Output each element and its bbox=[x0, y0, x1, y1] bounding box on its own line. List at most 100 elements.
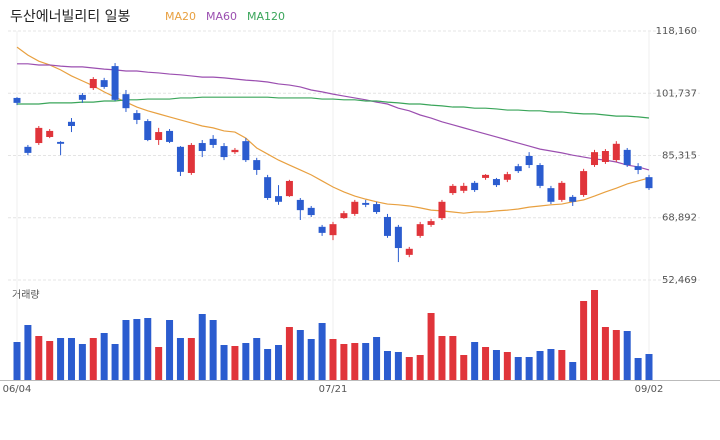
volume-bar bbox=[373, 337, 381, 380]
candle-body bbox=[24, 146, 32, 153]
volume-bar bbox=[198, 314, 206, 380]
volume-bar bbox=[78, 344, 86, 380]
volume-bar bbox=[471, 342, 479, 380]
candle-body bbox=[569, 196, 577, 202]
candle-body bbox=[373, 204, 381, 213]
candle-body bbox=[220, 146, 228, 158]
candle-body bbox=[536, 165, 544, 186]
candle-body bbox=[35, 127, 43, 144]
candle-body bbox=[645, 177, 653, 189]
volume-bar bbox=[405, 357, 413, 380]
candle-body bbox=[547, 188, 555, 202]
candle-body bbox=[275, 196, 283, 202]
legend-label: MA20 bbox=[165, 10, 196, 23]
candle-body bbox=[166, 130, 174, 142]
candle-body bbox=[318, 226, 326, 233]
candle-body bbox=[122, 94, 130, 109]
volume-bar bbox=[438, 336, 446, 380]
volume-bar bbox=[460, 355, 468, 380]
candle-body bbox=[155, 132, 163, 141]
y-tick-label: 52,469 bbox=[662, 275, 697, 286]
volume-bar bbox=[514, 357, 522, 380]
volume-bar bbox=[569, 362, 577, 380]
candle-body bbox=[67, 121, 75, 126]
volume-bar bbox=[329, 339, 337, 380]
candle-body bbox=[329, 224, 337, 236]
volume-bar bbox=[35, 336, 43, 380]
volume-bar bbox=[525, 357, 533, 380]
volume-bar bbox=[482, 347, 490, 380]
volume-bar bbox=[176, 338, 184, 380]
volume-bar bbox=[89, 338, 97, 380]
candle-body bbox=[296, 199, 304, 211]
candle-body bbox=[492, 179, 500, 186]
candle-body bbox=[89, 78, 97, 89]
candle-body bbox=[503, 174, 511, 180]
volume-bar bbox=[536, 351, 544, 380]
candle-body bbox=[362, 202, 370, 205]
candle-body bbox=[242, 141, 250, 161]
volume-bar bbox=[394, 352, 402, 380]
volume-bar bbox=[318, 323, 326, 380]
y-tick-label: 68,892 bbox=[662, 213, 697, 224]
volume-bar bbox=[340, 344, 348, 380]
candle-body bbox=[601, 151, 609, 162]
candle-body bbox=[209, 138, 217, 145]
candle-body bbox=[253, 160, 261, 170]
volume-bar bbox=[13, 342, 21, 380]
candle-body bbox=[471, 182, 479, 191]
volume-bar bbox=[580, 301, 588, 380]
candle-body bbox=[416, 224, 424, 236]
volume-bar bbox=[155, 347, 163, 380]
candle-body bbox=[144, 121, 152, 141]
volume-bar bbox=[144, 318, 152, 380]
candle-body bbox=[438, 201, 446, 219]
volume-bar bbox=[427, 313, 435, 380]
candle-body bbox=[449, 185, 457, 194]
candle-body bbox=[57, 141, 65, 144]
candle-body bbox=[100, 80, 108, 87]
legend-label: MA120 bbox=[247, 10, 285, 23]
candle-body bbox=[591, 152, 599, 166]
candle-body bbox=[285, 180, 293, 197]
candle-body bbox=[514, 166, 522, 172]
candle-body bbox=[383, 216, 391, 236]
x-tick-label: 06/04 bbox=[3, 384, 32, 395]
volume-bar bbox=[362, 343, 370, 380]
volume-bar bbox=[449, 336, 457, 380]
volume-bar bbox=[122, 320, 130, 380]
volume-bar bbox=[57, 338, 65, 380]
candle-body bbox=[187, 144, 195, 173]
candle-body bbox=[460, 185, 468, 191]
volume-bar bbox=[623, 331, 631, 380]
volume-bar bbox=[220, 345, 228, 380]
x-tick-label: 07/21 bbox=[319, 384, 348, 395]
candle-body bbox=[482, 174, 490, 178]
candle-body bbox=[580, 171, 588, 195]
candle-body bbox=[351, 201, 359, 214]
volume-bar bbox=[285, 327, 293, 380]
candle-body bbox=[427, 221, 435, 225]
candle-body bbox=[198, 143, 206, 152]
volume-bar bbox=[275, 345, 283, 380]
candle-body bbox=[307, 207, 315, 216]
volume-bar bbox=[383, 351, 391, 380]
volume-bar bbox=[351, 343, 359, 380]
chart-title: 두산에너빌리티 일봉 bbox=[10, 9, 130, 25]
volume-bar bbox=[492, 350, 500, 380]
volume-bar bbox=[591, 290, 599, 380]
candle-body bbox=[340, 213, 348, 219]
x-tick-label: 09/02 bbox=[635, 384, 664, 395]
volume-bar bbox=[166, 320, 174, 380]
volume-bar bbox=[416, 355, 424, 380]
y-tick-label: 101,737 bbox=[656, 88, 697, 99]
legend-label: MA60 bbox=[206, 10, 237, 23]
volume-bar bbox=[547, 349, 555, 380]
volume-bar bbox=[264, 349, 272, 380]
volume-bar bbox=[209, 320, 217, 380]
candle-body bbox=[623, 149, 631, 166]
volume-bar bbox=[307, 339, 315, 380]
ma-line bbox=[17, 96, 650, 119]
